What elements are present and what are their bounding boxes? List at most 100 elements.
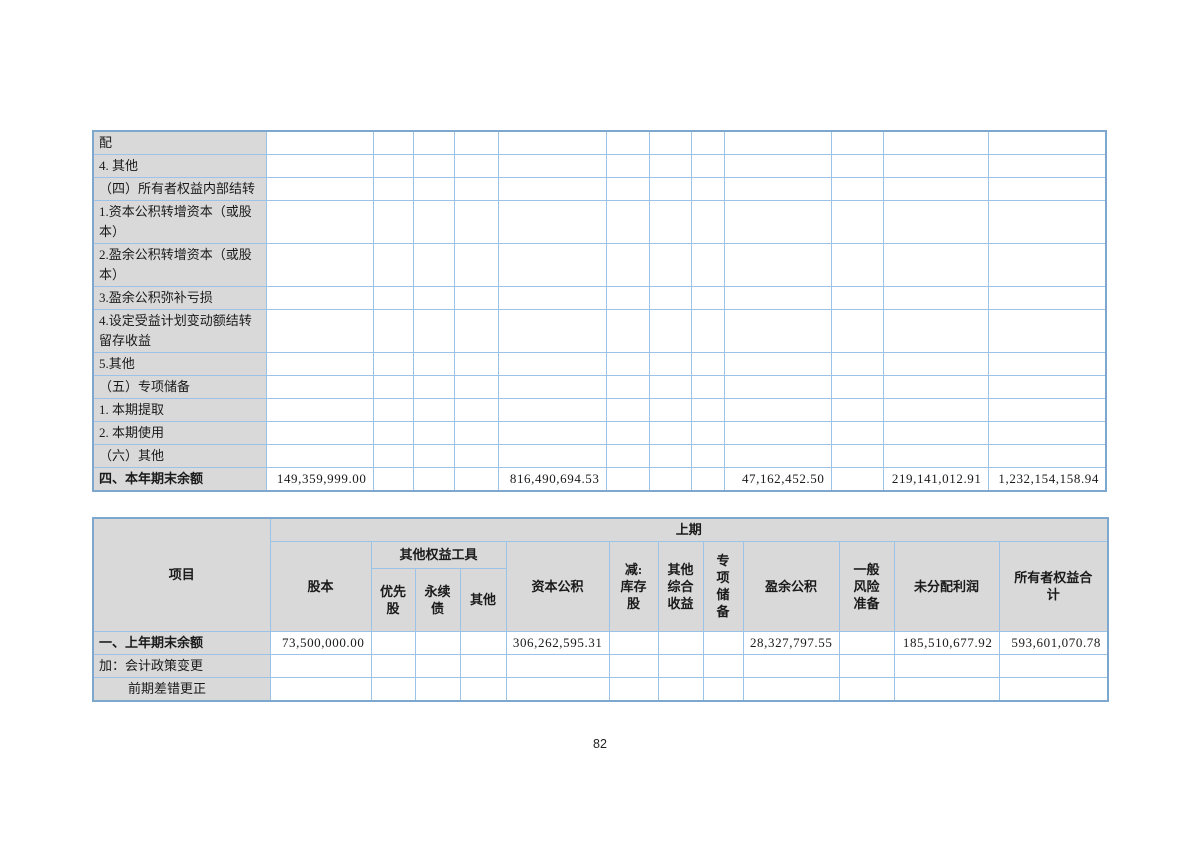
table-cell bbox=[882, 154, 989, 178]
table-cell: 1,232,154,158.94 bbox=[987, 467, 1107, 492]
table-cell bbox=[265, 243, 374, 287]
table-cell bbox=[690, 398, 725, 422]
row-label: 3.盈余公积弥补亏损 bbox=[92, 286, 267, 310]
header-row-period: 项目 上期 bbox=[92, 517, 1109, 632]
row-label: 前期差错更正 bbox=[92, 676, 271, 701]
table-cell bbox=[497, 444, 607, 468]
table-cell bbox=[702, 676, 744, 701]
table-cell bbox=[830, 154, 884, 178]
table-cell: 185,510,677.92 bbox=[893, 630, 1000, 655]
table-cell bbox=[372, 444, 414, 468]
table-cell bbox=[265, 177, 374, 201]
table-cell bbox=[412, 130, 455, 155]
table-cell bbox=[648, 286, 692, 310]
row-label: 配 bbox=[92, 130, 267, 155]
table-cell: 306,262,595.31 bbox=[505, 630, 610, 655]
header-row-sub: 优先 股 永续 债 其他 bbox=[93, 567, 1108, 632]
table-cell bbox=[605, 375, 650, 399]
table-cell bbox=[882, 200, 989, 244]
table-cell bbox=[605, 154, 650, 178]
row-label: 1.资本公积转增资本（或股本） bbox=[92, 200, 267, 244]
table-cell bbox=[453, 444, 499, 468]
table-cell bbox=[830, 352, 884, 376]
table-cell bbox=[453, 130, 499, 155]
table-cell bbox=[608, 630, 659, 655]
table-cell bbox=[497, 177, 607, 201]
table-cell bbox=[987, 444, 1107, 468]
table-cell bbox=[838, 630, 895, 655]
table-cell bbox=[412, 243, 455, 287]
table-cell bbox=[372, 398, 414, 422]
table-cell bbox=[690, 375, 725, 399]
table-cell bbox=[893, 653, 1000, 678]
table-cell bbox=[987, 243, 1107, 287]
table-cell bbox=[453, 398, 499, 422]
table-cell bbox=[723, 130, 832, 155]
table-cell bbox=[412, 154, 455, 178]
table-cell bbox=[414, 676, 461, 701]
table-cell bbox=[690, 200, 725, 244]
table-cell bbox=[265, 444, 374, 468]
table-cell bbox=[987, 309, 1107, 353]
table-cell bbox=[605, 398, 650, 422]
table-cell bbox=[372, 200, 414, 244]
table-cell bbox=[605, 200, 650, 244]
table-cell bbox=[723, 243, 832, 287]
table-cell bbox=[882, 243, 989, 287]
table-cell bbox=[648, 154, 692, 178]
table-cell: 47,162,452.50 bbox=[723, 467, 832, 492]
table-cell bbox=[265, 398, 374, 422]
table-cell bbox=[372, 421, 414, 445]
table-cell bbox=[505, 653, 610, 678]
table-cell bbox=[987, 200, 1107, 244]
table-cell bbox=[372, 243, 414, 287]
table-cell bbox=[269, 653, 372, 678]
table-cell bbox=[648, 375, 692, 399]
table-cell bbox=[830, 309, 884, 353]
table-row: 1. 本期提取 bbox=[92, 398, 1107, 422]
table-cell bbox=[702, 653, 744, 678]
table-cell bbox=[265, 421, 374, 445]
table-cell bbox=[605, 421, 650, 445]
table-cell bbox=[459, 653, 507, 678]
table-cell: 593,601,070.78 bbox=[998, 630, 1109, 655]
table-cell bbox=[412, 177, 455, 201]
table-cell bbox=[605, 467, 650, 492]
table-row: 配 bbox=[92, 130, 1107, 155]
table-cell bbox=[830, 467, 884, 492]
table-cell bbox=[830, 130, 884, 155]
table-cell bbox=[414, 653, 461, 678]
table-row: 4. 其他 bbox=[92, 154, 1107, 178]
table-cell: 816,490,694.53 bbox=[497, 467, 607, 492]
table-cell bbox=[882, 309, 989, 353]
table-cell bbox=[987, 352, 1107, 376]
table-cell bbox=[648, 243, 692, 287]
table-cell bbox=[690, 421, 725, 445]
table-cell bbox=[987, 154, 1107, 178]
table-cell bbox=[838, 653, 895, 678]
table-cell bbox=[497, 286, 607, 310]
table-cell bbox=[690, 130, 725, 155]
table-cell bbox=[605, 286, 650, 310]
col-header-other-equity-instruments: 其他权益工具 bbox=[370, 540, 507, 569]
table-cell bbox=[412, 444, 455, 468]
table-cell bbox=[497, 243, 607, 287]
table-cell bbox=[605, 352, 650, 376]
table-cell bbox=[497, 130, 607, 155]
col-header-general-risk-reserve: 一般 风险 准备 bbox=[838, 540, 895, 632]
table-cell bbox=[690, 467, 725, 492]
table-cell bbox=[372, 375, 414, 399]
row-label: （五）专项储备 bbox=[92, 375, 267, 399]
table-row: 5.其他 bbox=[92, 352, 1107, 376]
prior-period-rows: 一、上年期末余额 73,500,000.00 306,262,595.31 28,32… bbox=[92, 630, 1109, 701]
table-cell bbox=[723, 309, 832, 353]
row-label: （六）其他 bbox=[92, 444, 267, 468]
table-cell bbox=[830, 444, 884, 468]
table-cell bbox=[723, 421, 832, 445]
table-cell bbox=[459, 676, 507, 701]
table-cell bbox=[372, 130, 414, 155]
table-cell bbox=[453, 375, 499, 399]
row-label: （四）所有者权益内部结转 bbox=[92, 177, 267, 201]
table-row: （四）所有者权益内部结转 bbox=[92, 177, 1107, 201]
table-cell bbox=[453, 154, 499, 178]
